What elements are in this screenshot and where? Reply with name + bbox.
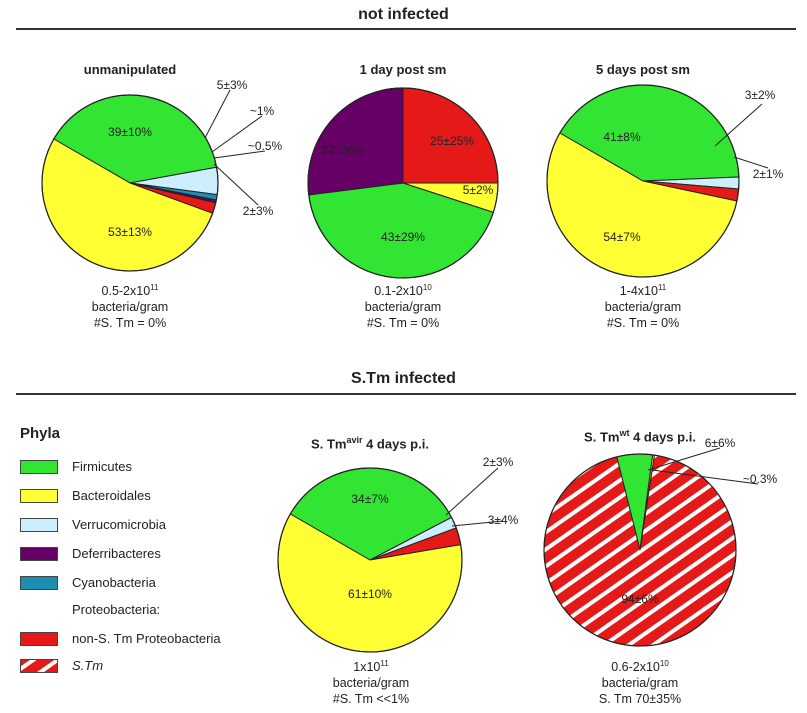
section-rule-top: [16, 28, 796, 30]
pie-0-slice-bacteroidales: [41, 138, 214, 272]
pie-3-slice-bacteroidales: [277, 513, 463, 653]
pie-1-outline: [307, 87, 499, 279]
legend-label-deferribacteres: Deferribacteres: [72, 546, 161, 561]
pie-3-slice-proteobacteria: [369, 527, 462, 561]
pie-1-label-firmicutes: 43±29%: [381, 230, 425, 244]
pie-0-leader-1: [204, 89, 231, 139]
pie-0-label-proteobacteria: 2±3%: [243, 204, 274, 218]
pie-0-slice-deferribacteres: [129, 182, 217, 204]
pie-0-leader-4: [213, 163, 259, 206]
pie-3-slice-firmicutes: [289, 467, 453, 561]
pie-3-label-firmicutes: 34±7%: [351, 492, 389, 506]
density-caption-5-days: 1-4x1011 bacteria/gram #S. Tm = 0%: [604, 283, 682, 331]
pie-0-slice-firmicutes: [53, 94, 218, 184]
pie-0-label-cyanobacteria: ~1%: [250, 104, 275, 118]
pie-2-label-verrucomicrobia: 3±2%: [745, 88, 776, 102]
legend-label-verrucomicrobia: Verrucomicrobia: [72, 517, 166, 532]
legend-label-firmicutes: Firmicutes: [72, 459, 132, 474]
pie-2-label-proteobacteria: 2±1%: [753, 167, 784, 181]
pie-4-slice-proteobacteria: [543, 454, 737, 647]
pie-3-label-proteobacteria: 3±4%: [488, 513, 519, 527]
pie-4-outline: [543, 453, 737, 647]
legend-label-non-stm: non-S. Tm Proteobacteria: [72, 631, 221, 646]
pie-2-slice-proteobacteria: [642, 180, 740, 202]
chart-title-stm-wt: S. Tmwt 4 days p.i.: [584, 428, 696, 445]
legend-swatch-non-stm: [20, 631, 58, 646]
legend-swatch-firmicutes: [20, 459, 58, 474]
pie-0-outline: [41, 94, 219, 272]
pie-0-label-bacteroidales: 53±13%: [108, 225, 152, 239]
pie-0-label-firmicutes: 39±10%: [108, 125, 152, 139]
density-caption-unmanipulated: 0.5-2x1011 bacteria/gram #S. Tm = 0%: [91, 283, 169, 331]
pie-4-label-bacteroidales: ~0.3%: [743, 472, 778, 486]
legend-title: Phyla: [20, 425, 61, 442]
legend-swatch-bacteroidales: [20, 488, 58, 503]
pie-0-leader-3: [213, 150, 266, 159]
legend-swatch-deferribacteres: [20, 546, 58, 561]
pie-0-slice-cyanobacteria: [129, 182, 218, 201]
pie-0-leader-2: [211, 115, 263, 153]
pie-3-outline: [277, 467, 463, 653]
pie-3-leader-1: [445, 467, 499, 516]
pie-0-label-deferribacteres: ~0.5%: [248, 139, 283, 153]
pie-4-slice-firmicutes: [616, 453, 654, 551]
legend-swatch-verrucomicrobia: [20, 517, 58, 532]
pie-2-slice-firmicutes: [559, 84, 740, 182]
legend-item-bacteroidales: Bacteroidales: [20, 488, 151, 503]
pie-3-slice-verrucomicrobia: [369, 516, 457, 561]
pie-1-slice-proteobacteria: [402, 87, 499, 184]
pie-1-slice-firmicutes: [308, 182, 494, 279]
pie-0-slice-verrucomicrobia: [129, 166, 219, 196]
legend-item-stm: S.Tm: [20, 658, 103, 673]
pie-2-leader-2: [733, 156, 769, 169]
legend-label-cyanobacteria: Cyanobacteria: [72, 575, 156, 590]
section-title-infected: S.Tm infected: [351, 370, 456, 387]
legend-label-bacteroidales: Bacteroidales: [72, 488, 151, 503]
pie-4-leader-0: [647, 447, 721, 471]
pie-3-leader-2: [451, 520, 504, 527]
pie-1-label-deferribacteres: 27±30%: [321, 143, 365, 157]
section-rule-bottom: [16, 393, 796, 395]
pie-2-slice-bacteroidales: [546, 132, 738, 278]
chart-title-stm-avir: S. Tmavir 4 days p.i.: [311, 435, 429, 452]
pie-2-slice-verrucomicrobia: [642, 176, 740, 190]
legend-swatch-stm: [20, 658, 58, 673]
legend-label-stm: S.Tm: [72, 658, 104, 673]
pie-4-label-proteobacteria: 94±6%: [621, 592, 659, 606]
density-caption-stm-avir: 1x1011 bacteria/gram #S. Tm <<1%: [332, 659, 410, 707]
legend-item-cyanobacteria: Cyanobacteria: [20, 575, 156, 590]
section-title-not-infected: not infected: [358, 6, 449, 23]
chart-title-1-day: 1 day post sm: [359, 62, 447, 77]
chart-title-5-days: 5 days post sm: [596, 62, 690, 77]
legend-item-non-stm-proteobacteria: non-S. Tm Proteobacteria: [20, 631, 221, 646]
pie-1-slice-deferribacteres: [307, 87, 404, 196]
legend-item-verrucomicrobia: Verrucomicrobia: [20, 517, 166, 532]
legend-proteobacteria-header: Proteobacteria:: [72, 602, 161, 617]
pie-0-slice-proteobacteria: [129, 182, 217, 214]
density-caption-1-day: 0.1-2x1010 bacteria/gram #S. Tm = 0%: [364, 283, 442, 331]
pie-1-label-proteobacteria: 25±25%: [430, 134, 474, 148]
pie-3-label-bacteroidales: 61±10%: [348, 587, 392, 601]
pie-0-label-verrucomicrobia: 5±3%: [217, 78, 248, 92]
density-caption-stm-wt: 0.6-2x1010 bacteria/gram S. Tm 70±35%: [598, 659, 682, 707]
legend-swatch-cyanobacteria: [20, 575, 58, 590]
legend-item-deferribacteres: Deferribacteres: [20, 546, 161, 561]
chart-title-unmanipulated: unmanipulated: [83, 62, 177, 77]
pie-4-slice-bacteroidales: [639, 454, 656, 551]
legend-item-firmicutes: Firmicutes: [20, 459, 132, 474]
pie-2-label-bacteroidales: 54±7%: [603, 230, 641, 244]
pie-2-label-firmicutes: 41±8%: [603, 130, 641, 144]
pie-1-slice-bacteroidales: [402, 182, 499, 213]
pie-2-outline: [546, 84, 740, 278]
pie-2-leader-1: [714, 103, 763, 147]
pie-3-label-verrucomicrobia: 2±3%: [483, 455, 514, 469]
pie-4-leader-1: [651, 469, 759, 485]
pie-1-label-bacteroidales: 5±2%: [463, 183, 494, 197]
